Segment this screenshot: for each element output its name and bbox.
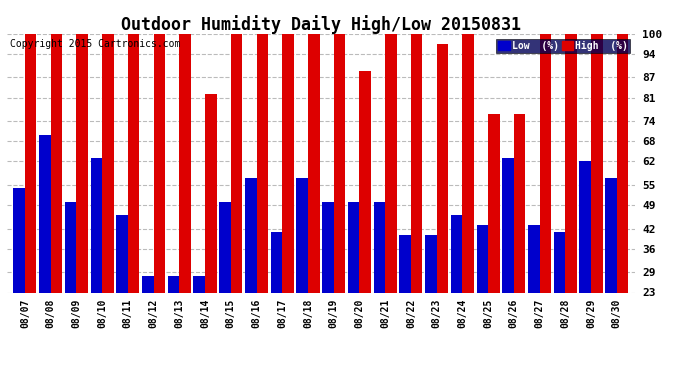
Bar — [270, 232, 282, 370]
Bar — [65, 202, 77, 370]
Bar — [591, 34, 602, 370]
Bar — [334, 34, 345, 370]
Bar — [117, 215, 128, 370]
Bar — [502, 158, 514, 370]
Bar — [219, 202, 230, 370]
Bar — [605, 178, 617, 370]
Bar — [230, 34, 242, 370]
Bar — [477, 225, 488, 370]
Bar — [142, 276, 154, 370]
Bar — [322, 202, 334, 370]
Bar — [348, 202, 359, 370]
Bar — [451, 215, 462, 370]
Bar — [385, 34, 397, 370]
Bar — [437, 44, 448, 370]
Bar — [77, 34, 88, 370]
Bar — [282, 34, 294, 370]
Bar — [168, 276, 179, 370]
Bar — [617, 34, 629, 370]
Bar — [13, 188, 25, 370]
Bar — [308, 34, 319, 370]
Bar — [488, 114, 500, 370]
Bar — [528, 225, 540, 370]
Bar — [102, 34, 114, 370]
Bar — [179, 34, 191, 370]
Bar — [90, 158, 102, 370]
Bar — [359, 71, 371, 370]
Text: Copyright 2015 Cartronics.com: Copyright 2015 Cartronics.com — [10, 39, 180, 49]
Bar — [50, 34, 62, 370]
Bar — [580, 162, 591, 370]
Bar — [565, 34, 577, 370]
Bar — [193, 276, 205, 370]
Bar — [128, 34, 139, 370]
Bar — [245, 178, 257, 370]
Bar — [373, 202, 385, 370]
Bar — [25, 34, 37, 370]
Bar — [425, 236, 437, 370]
Bar — [297, 178, 308, 370]
Title: Outdoor Humidity Daily High/Low 20150831: Outdoor Humidity Daily High/Low 20150831 — [121, 15, 521, 34]
Bar — [39, 135, 50, 370]
Bar — [411, 34, 422, 370]
Bar — [257, 34, 268, 370]
Bar — [554, 232, 565, 370]
Bar — [154, 34, 165, 370]
Bar — [205, 94, 217, 370]
Bar — [540, 34, 551, 370]
Bar — [462, 34, 474, 370]
Legend: Low  (%), High  (%): Low (%), High (%) — [496, 39, 630, 53]
Bar — [400, 236, 411, 370]
Bar — [514, 114, 525, 370]
